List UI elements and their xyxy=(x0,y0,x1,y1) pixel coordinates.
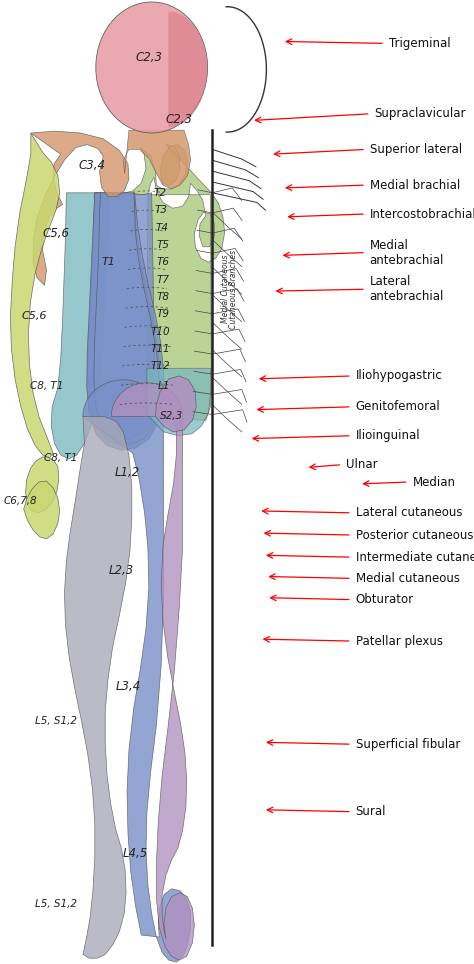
Text: T8: T8 xyxy=(156,292,170,302)
Text: Intermediate cutaneous: Intermediate cutaneous xyxy=(356,550,474,564)
Text: Genitofemoral: Genitofemoral xyxy=(356,400,440,414)
Text: Median: Median xyxy=(412,475,456,489)
Polygon shape xyxy=(24,481,60,539)
Text: T7: T7 xyxy=(156,275,170,284)
Polygon shape xyxy=(51,193,109,459)
Polygon shape xyxy=(87,193,160,445)
Text: T10: T10 xyxy=(150,327,170,336)
Text: T3: T3 xyxy=(155,205,168,215)
Polygon shape xyxy=(123,130,191,189)
Text: S2,3: S2,3 xyxy=(160,412,183,421)
Text: T6: T6 xyxy=(156,257,170,267)
Text: T5: T5 xyxy=(156,240,170,250)
Text: T4: T4 xyxy=(155,223,169,232)
Text: C5,6: C5,6 xyxy=(21,311,47,321)
Polygon shape xyxy=(64,416,132,958)
Text: L5, S1,2: L5, S1,2 xyxy=(35,899,77,909)
Polygon shape xyxy=(83,380,191,962)
Text: L3,4: L3,4 xyxy=(115,680,141,693)
Text: C6,7,8: C6,7,8 xyxy=(3,496,36,506)
Text: Supraclavicular: Supraclavicular xyxy=(374,107,466,120)
Polygon shape xyxy=(31,131,129,285)
Text: L2,3: L2,3 xyxy=(108,564,134,577)
Text: Sural: Sural xyxy=(356,805,386,818)
Text: T2: T2 xyxy=(154,188,167,198)
Text: Lateral cutaneous: Lateral cutaneous xyxy=(356,506,462,520)
Polygon shape xyxy=(111,383,194,960)
Text: L4,5: L4,5 xyxy=(122,846,148,860)
Polygon shape xyxy=(88,193,155,440)
Text: C8, T1: C8, T1 xyxy=(30,381,63,390)
Text: Cutaneous Branches: Cutaneous Branches xyxy=(229,250,238,329)
Text: C2,3: C2,3 xyxy=(166,113,192,126)
Polygon shape xyxy=(108,145,225,420)
Polygon shape xyxy=(147,368,210,436)
Text: C3,4: C3,4 xyxy=(79,159,106,173)
Text: Posterior cutaneous: Posterior cutaneous xyxy=(356,528,473,542)
Text: Obturator: Obturator xyxy=(356,593,414,606)
Text: T9: T9 xyxy=(156,309,170,319)
Text: Trigeminal: Trigeminal xyxy=(389,37,450,50)
Text: L1,2: L1,2 xyxy=(114,466,140,479)
Text: C2,3: C2,3 xyxy=(136,51,163,65)
Text: T11: T11 xyxy=(150,344,170,354)
Polygon shape xyxy=(26,457,59,513)
Text: Superior lateral: Superior lateral xyxy=(370,143,462,156)
Text: Superficial fibular: Superficial fibular xyxy=(356,737,460,751)
Text: Iliohypogastric: Iliohypogastric xyxy=(356,369,442,383)
Text: Ilioinguinal: Ilioinguinal xyxy=(356,429,420,442)
Text: Medial cutaneous: Medial cutaneous xyxy=(356,572,459,585)
Text: Medial
antebrachial: Medial antebrachial xyxy=(370,238,444,267)
Text: L1: L1 xyxy=(157,381,170,390)
Polygon shape xyxy=(155,376,196,432)
Text: T1: T1 xyxy=(101,257,115,267)
Polygon shape xyxy=(96,2,208,133)
Text: C8, T1: C8, T1 xyxy=(44,453,77,463)
Text: Medial Cutaneous: Medial Cutaneous xyxy=(221,254,229,324)
Text: Patellar plexus: Patellar plexus xyxy=(356,634,443,648)
Text: Intercostobrachial: Intercostobrachial xyxy=(370,207,474,221)
Text: T12: T12 xyxy=(150,362,170,371)
Text: Lateral
antebrachial: Lateral antebrachial xyxy=(370,275,444,304)
Text: C5,6: C5,6 xyxy=(43,227,69,240)
Text: Medial brachial: Medial brachial xyxy=(370,178,460,192)
Polygon shape xyxy=(87,193,164,450)
Text: L5, S1,2: L5, S1,2 xyxy=(35,716,77,726)
Polygon shape xyxy=(10,133,60,458)
Polygon shape xyxy=(167,12,207,127)
Text: Ulnar: Ulnar xyxy=(346,458,378,471)
